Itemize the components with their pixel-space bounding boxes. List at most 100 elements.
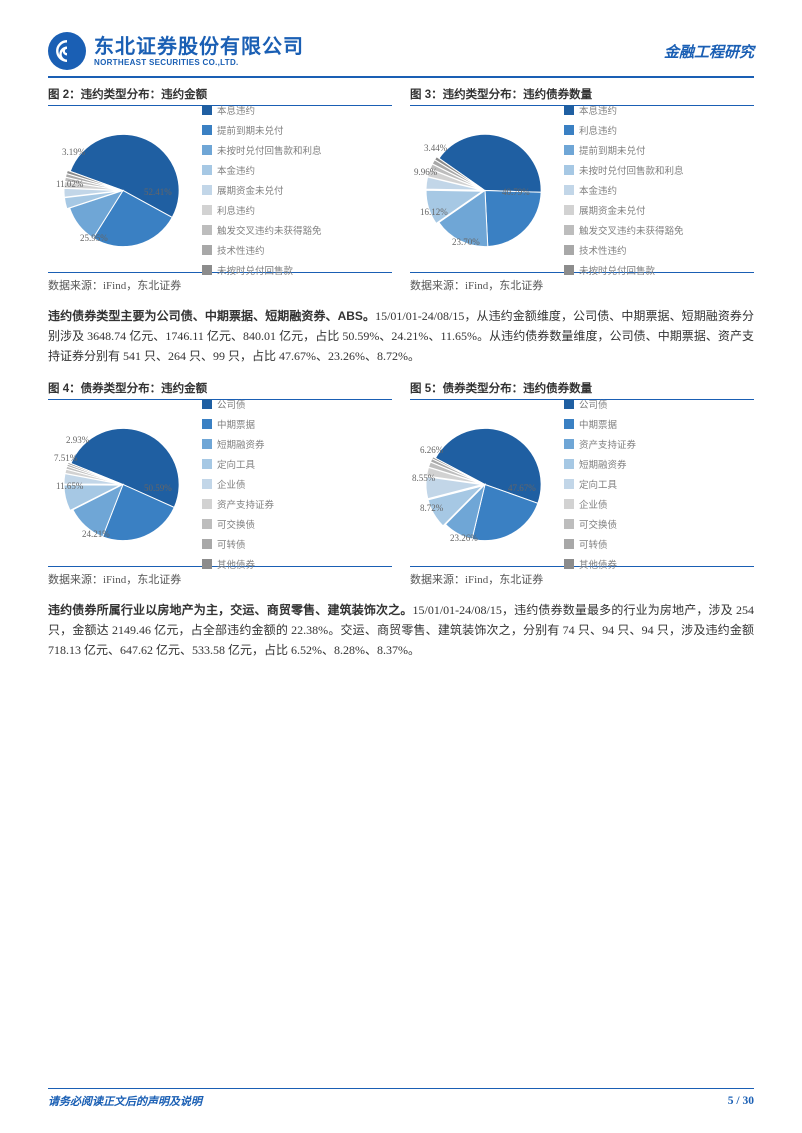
legend-label: 技术性违约 bbox=[579, 243, 627, 257]
chart-3-pie: 40.79%23.70%16.12%9.96%3.44% bbox=[410, 115, 560, 265]
chart-3-legend: 本息违约利息违约提前到期未兑付未按时兑付回售款和利息本金违约展期资金未兑付触发交… bbox=[564, 103, 684, 277]
chart-4: 图 4：债券类型分布：违约金额 50.59%24.21%11.65%7.51%2… bbox=[48, 380, 392, 587]
legend-swatch bbox=[564, 459, 574, 469]
company-name-en: NORTHEAST SECURITIES CO.,LTD. bbox=[94, 58, 304, 67]
legend-label: 定向工具 bbox=[217, 457, 255, 471]
page-header: 东北证券股份有限公司 NORTHEAST SECURITIES CO.,LTD.… bbox=[48, 32, 754, 70]
legend-item: 其他债券 bbox=[564, 557, 636, 571]
legend-swatch bbox=[202, 439, 212, 449]
legend-item: 未按时兑付回售款 bbox=[564, 263, 684, 277]
footer-disclaimer: 请务必阅读正文后的声明及说明 bbox=[48, 1093, 202, 1109]
header-divider bbox=[48, 76, 754, 78]
legend-item: 未按时兑付回售款和利息 bbox=[564, 163, 684, 177]
legend-swatch bbox=[202, 399, 212, 409]
legend-swatch bbox=[202, 245, 212, 255]
legend-swatch bbox=[564, 185, 574, 195]
legend-swatch bbox=[564, 419, 574, 429]
legend-swatch bbox=[564, 205, 574, 215]
pie-pct-label: 8.55% bbox=[412, 473, 435, 483]
chart-5: 图 5：债券类型分布：违约债券数量 47.67%23.26%8.72%8.55%… bbox=[410, 380, 754, 587]
chart-5-legend: 公司债中期票据资产支持证券短期融资券定向工具企业债可交换债可转债其他债券 bbox=[564, 397, 636, 571]
page-footer: 请务必阅读正文后的声明及说明 5 / 30 bbox=[48, 1088, 754, 1109]
chart-2-legend: 本息违约提前到期未兑付未按时兑付回售款和利息本金违约展期资金未兑付利息违约触发交… bbox=[202, 103, 322, 277]
legend-item: 企业债 bbox=[202, 477, 274, 491]
legend-item: 提前到期未兑付 bbox=[564, 143, 684, 157]
legend-swatch bbox=[202, 165, 212, 175]
legend-swatch bbox=[202, 499, 212, 509]
legend-label: 技术性违约 bbox=[217, 243, 265, 257]
legend-swatch bbox=[202, 539, 212, 549]
legend-swatch bbox=[202, 225, 212, 235]
pie-pct-label: 3.19% bbox=[62, 147, 85, 157]
chart-5-pie: 47.67%23.26%8.72%8.55%6.26% bbox=[410, 409, 560, 559]
legend-item: 提前到期未兑付 bbox=[202, 123, 322, 137]
legend-label: 本金违约 bbox=[579, 183, 617, 197]
legend-swatch bbox=[564, 479, 574, 489]
legend-item: 公司债 bbox=[564, 397, 636, 411]
legend-label: 触发交叉违约未获得豁免 bbox=[579, 223, 684, 237]
legend-label: 资产支持证券 bbox=[579, 437, 636, 451]
pie-pct-label: 23.26% bbox=[450, 533, 478, 543]
legend-swatch bbox=[564, 399, 574, 409]
legend-label: 提前到期未兑付 bbox=[579, 143, 646, 157]
legend-item: 公司债 bbox=[202, 397, 274, 411]
legend-swatch bbox=[202, 419, 212, 429]
pie-pct-label: 8.72% bbox=[420, 503, 443, 513]
pie-pct-label: 7.51% bbox=[54, 453, 77, 463]
legend-item: 可转债 bbox=[202, 537, 274, 551]
footer-divider bbox=[48, 1088, 754, 1089]
legend-label: 触发交叉违约未获得豁免 bbox=[217, 223, 322, 237]
legend-item: 未按时兑付回售款 bbox=[202, 263, 322, 277]
pie-pct-label: 16.12% bbox=[420, 207, 448, 217]
legend-item: 可交换债 bbox=[202, 517, 274, 531]
legend-item: 展期资金未兑付 bbox=[202, 183, 322, 197]
legend-label: 利息违约 bbox=[579, 123, 617, 137]
legend-label: 企业债 bbox=[579, 497, 608, 511]
paragraph-1-bold: 违约债券类型主要为公司债、中期票据、短期融资券、ABS。 bbox=[48, 309, 375, 323]
legend-label: 未按时兑付回售款和利息 bbox=[579, 163, 684, 177]
legend-swatch bbox=[202, 265, 212, 275]
legend-swatch bbox=[564, 265, 574, 275]
logo-block: 东北证券股份有限公司 NORTHEAST SECURITIES CO.,LTD. bbox=[48, 32, 304, 70]
legend-swatch bbox=[564, 499, 574, 509]
pie-pct-label: 3.44% bbox=[424, 143, 447, 153]
legend-item: 定向工具 bbox=[202, 457, 274, 471]
legend-item: 利息违约 bbox=[564, 123, 684, 137]
legend-label: 可交换债 bbox=[579, 517, 617, 531]
header-category: 金融工程研究 bbox=[664, 41, 754, 62]
legend-swatch bbox=[564, 145, 574, 155]
legend-item: 本息违约 bbox=[564, 103, 684, 117]
legend-swatch bbox=[564, 559, 574, 569]
legend-label: 本金违约 bbox=[217, 163, 255, 177]
legend-label: 展期资金未兑付 bbox=[579, 203, 646, 217]
chart-3: 图 3：违约类型分布：违约债券数量 40.79%23.70%16.12%9.96… bbox=[410, 86, 754, 293]
paragraph-2: 违约债券所属行业以房地产为主，交运、商贸零售、建筑装饰次之。15/01/01-2… bbox=[48, 601, 754, 660]
chart-4-pie: 50.59%24.21%11.65%7.51%2.93% bbox=[48, 409, 198, 559]
legend-item: 未按时兑付回售款和利息 bbox=[202, 143, 322, 157]
legend-label: 短期融资券 bbox=[217, 437, 265, 451]
legend-item: 企业债 bbox=[564, 497, 636, 511]
legend-swatch bbox=[202, 205, 212, 215]
legend-item: 本金违约 bbox=[202, 163, 322, 177]
legend-label: 公司债 bbox=[579, 397, 608, 411]
legend-swatch bbox=[202, 145, 212, 155]
legend-swatch bbox=[202, 479, 212, 489]
legend-label: 本息违约 bbox=[217, 103, 255, 117]
legend-swatch bbox=[564, 165, 574, 175]
pie-pct-label: 52.41% bbox=[144, 187, 172, 197]
pie-pct-label: 47.67% bbox=[508, 483, 536, 493]
legend-item: 触发交叉违约未获得豁免 bbox=[564, 223, 684, 237]
legend-item: 触发交叉违约未获得豁免 bbox=[202, 223, 322, 237]
paragraph-2-bold: 违约债券所属行业以房地产为主，交运、商贸零售、建筑装饰次之。 bbox=[48, 603, 413, 617]
legend-item: 资产支持证券 bbox=[564, 437, 636, 451]
pie-pct-label: 11.65% bbox=[56, 481, 83, 491]
legend-label: 短期融资券 bbox=[579, 457, 627, 471]
legend-label: 企业债 bbox=[217, 477, 246, 491]
legend-item: 资产支持证券 bbox=[202, 497, 274, 511]
legend-item: 技术性违约 bbox=[564, 243, 684, 257]
logo-icon bbox=[48, 32, 86, 70]
footer-page: 5 / 30 bbox=[728, 1095, 754, 1107]
pie-pct-label: 40.79% bbox=[502, 187, 530, 197]
legend-swatch bbox=[202, 459, 212, 469]
paragraph-1: 违约债券类型主要为公司债、中期票据、短期融资券、ABS。15/01/01-24/… bbox=[48, 307, 754, 366]
